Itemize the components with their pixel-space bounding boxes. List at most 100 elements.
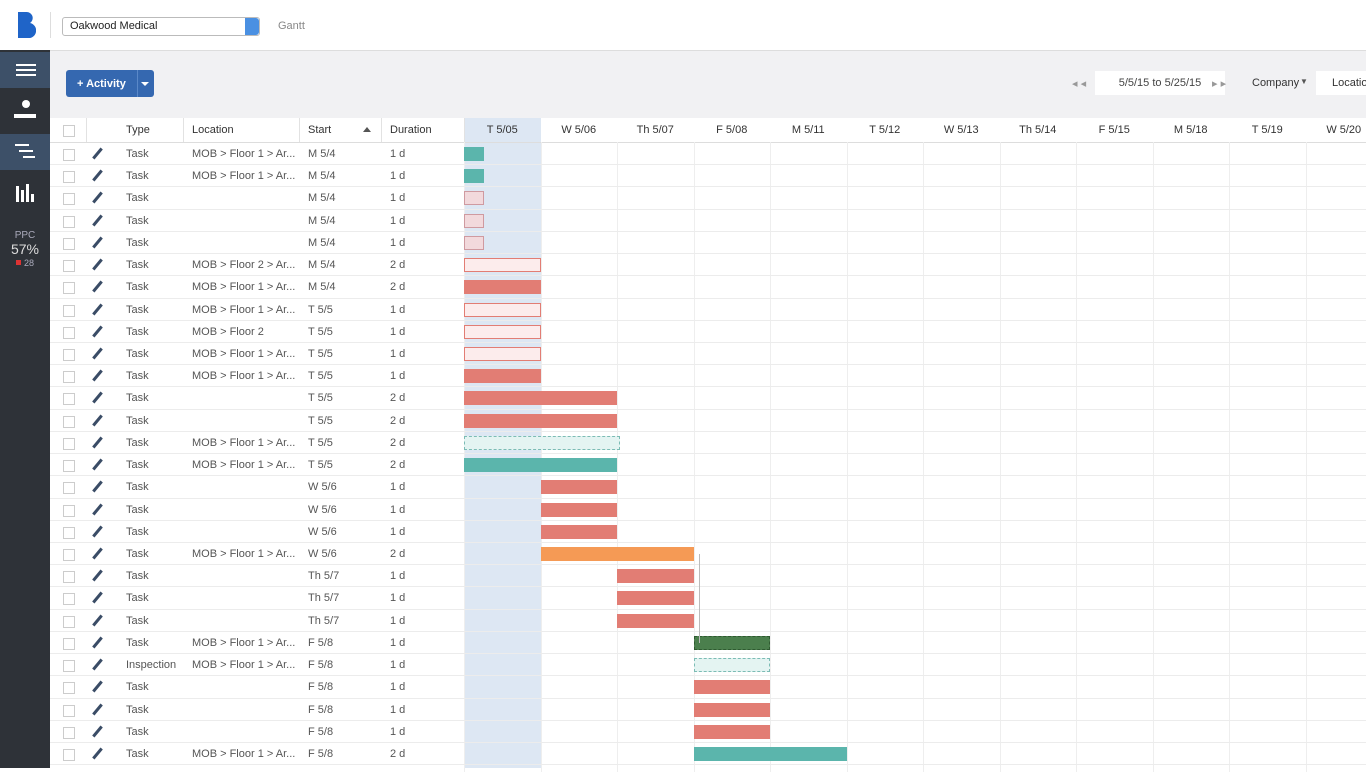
row-checkbox[interactable] (63, 216, 75, 228)
row-checkbox[interactable] (63, 327, 75, 339)
edit-icon[interactable] (92, 459, 103, 471)
column-header[interactable]: Location (192, 124, 234, 136)
group-by[interactable]: Company (1252, 77, 1299, 89)
gantt-bar[interactable] (617, 569, 694, 583)
row-checkbox[interactable] (63, 482, 75, 494)
row-checkbox[interactable] (63, 460, 75, 472)
row-checkbox[interactable] (63, 193, 75, 205)
edit-icon[interactable] (92, 370, 103, 382)
edit-icon[interactable] (92, 325, 103, 337)
row-checkbox[interactable] (63, 349, 75, 361)
gantt-bar[interactable] (464, 214, 484, 228)
edit-icon[interactable] (92, 703, 103, 715)
row-checkbox[interactable] (63, 527, 75, 539)
edit-icon[interactable] (92, 303, 103, 315)
row-checkbox[interactable] (63, 616, 75, 628)
edit-icon[interactable] (92, 214, 103, 226)
edit-icon[interactable] (92, 259, 103, 271)
row-checkbox[interactable] (63, 505, 75, 517)
edit-icon[interactable] (92, 148, 103, 160)
gantt-bar[interactable] (694, 703, 770, 717)
header-checkbox[interactable] (63, 125, 75, 137)
edit-icon[interactable] (92, 503, 103, 515)
edit-icon[interactable] (92, 614, 103, 626)
gantt-bar[interactable] (541, 547, 694, 561)
row-checkbox[interactable] (63, 238, 75, 250)
next-arrows[interactable]: ▸ ▸ (1212, 77, 1226, 90)
row-checkbox[interactable] (63, 727, 75, 739)
edit-icon[interactable] (92, 659, 103, 671)
row-checkbox[interactable] (63, 571, 75, 583)
row-checkbox[interactable] (63, 549, 75, 561)
row-checkbox[interactable] (63, 171, 75, 183)
edit-icon[interactable] (92, 481, 103, 493)
row-checkbox[interactable] (63, 438, 75, 450)
gantt-bar[interactable] (464, 169, 484, 183)
breadcrumb[interactable]: Gantt (278, 20, 305, 32)
gantt-bar[interactable] (617, 614, 694, 628)
edit-icon[interactable] (92, 725, 103, 737)
gantt-bar[interactable] (694, 636, 770, 650)
edit-icon[interactable] (92, 348, 103, 360)
row-checkbox[interactable] (63, 660, 75, 672)
column-header[interactable]: Start (308, 124, 331, 136)
row-checkbox[interactable] (63, 393, 75, 405)
gantt-bar[interactable] (541, 480, 617, 494)
project-select[interactable]: Oakwood Medical (62, 17, 260, 36)
gantt-bar[interactable] (464, 414, 617, 428)
edit-icon[interactable] (92, 414, 103, 426)
nav-list[interactable] (0, 52, 50, 88)
edit-icon[interactable] (92, 592, 103, 604)
nav-people[interactable] (0, 92, 50, 128)
row-checkbox[interactable] (63, 416, 75, 428)
edit-icon[interactable] (92, 436, 103, 448)
gantt-bar[interactable] (464, 391, 617, 405)
row-checkbox[interactable] (63, 593, 75, 605)
gantt-bar[interactable] (464, 303, 541, 317)
gantt-bar[interactable] (464, 458, 617, 472)
filter[interactable]: Location (1316, 71, 1366, 95)
edit-icon[interactable] (92, 636, 103, 648)
row-checkbox[interactable] (63, 705, 75, 717)
gantt-bar[interactable] (464, 191, 484, 205)
gantt-bar[interactable] (464, 369, 541, 383)
row-checkbox[interactable] (63, 371, 75, 383)
edit-icon[interactable] (92, 570, 103, 582)
edit-icon[interactable] (92, 747, 103, 759)
edit-icon[interactable] (92, 170, 103, 182)
gantt-bar[interactable] (541, 503, 617, 517)
gantt-bar[interactable] (694, 680, 770, 694)
column-header[interactable]: Type (126, 124, 150, 136)
row-checkbox[interactable] (63, 305, 75, 317)
gantt-bar[interactable] (694, 725, 770, 739)
gantt-bar[interactable] (617, 591, 694, 605)
gantt-bar[interactable] (541, 525, 617, 539)
edit-icon[interactable] (92, 548, 103, 560)
row-checkbox[interactable] (63, 282, 75, 294)
gantt-bar[interactable] (694, 747, 847, 761)
gantt-bar[interactable] (464, 347, 541, 361)
gantt-bar[interactable] (464, 436, 620, 450)
nav-reports[interactable] (0, 176, 50, 212)
edit-icon[interactable] (92, 281, 103, 293)
row-checkbox[interactable] (63, 149, 75, 161)
row-checkbox[interactable] (63, 638, 75, 650)
gantt-bar[interactable] (464, 147, 484, 161)
prev-arrows[interactable]: ◂ ◂ (1072, 77, 1086, 90)
row-checkbox[interactable] (63, 260, 75, 272)
gantt-bar[interactable] (464, 280, 541, 294)
gantt-bar[interactable] (694, 658, 770, 672)
row-checkbox[interactable] (63, 749, 75, 761)
gantt-bar[interactable] (464, 258, 541, 272)
edit-icon[interactable] (92, 681, 103, 693)
edit-icon[interactable] (92, 192, 103, 204)
column-header[interactable]: Duration (390, 124, 432, 136)
gantt-bar[interactable] (464, 325, 541, 339)
nav-gantt[interactable] (0, 134, 50, 170)
row-checkbox[interactable] (63, 682, 75, 694)
gantt-bar[interactable] (464, 236, 484, 250)
add-activity-button[interactable]: + Activity (66, 70, 154, 97)
edit-icon[interactable] (92, 236, 103, 248)
date-range[interactable]: 5/5/15 to 5/25/15 (1095, 71, 1225, 95)
edit-icon[interactable] (92, 392, 103, 404)
